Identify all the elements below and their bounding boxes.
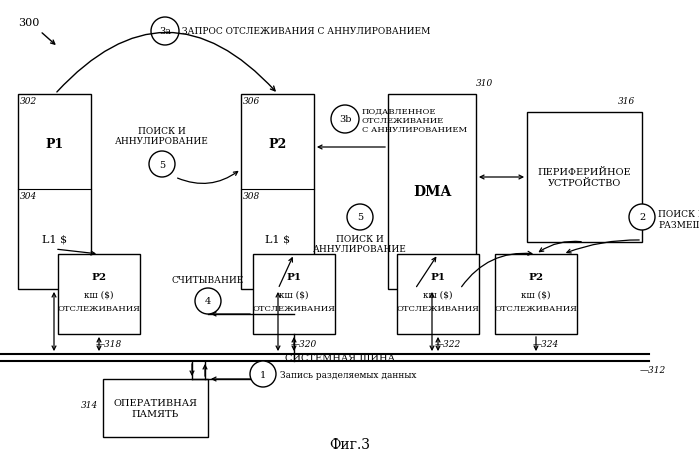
Text: 300: 300 bbox=[18, 18, 39, 28]
Text: 5: 5 bbox=[159, 160, 165, 169]
Circle shape bbox=[250, 361, 276, 387]
Text: 316: 316 bbox=[618, 97, 635, 106]
Bar bbox=[253, 255, 335, 334]
Text: ПОИСК И
АННУЛИРОВАНИЕ: ПОИСК И АННУЛИРОВАНИЕ bbox=[115, 126, 209, 146]
Bar bbox=[527, 113, 642, 243]
Bar bbox=[397, 255, 479, 334]
Text: 4: 4 bbox=[205, 297, 211, 306]
Text: 310: 310 bbox=[476, 79, 493, 88]
Text: —318: —318 bbox=[96, 339, 122, 348]
Text: кш ($): кш ($) bbox=[279, 290, 309, 299]
Text: P2: P2 bbox=[268, 138, 287, 151]
Text: 3a: 3a bbox=[159, 27, 171, 37]
Text: 304: 304 bbox=[20, 192, 37, 200]
Bar bbox=[495, 255, 577, 334]
Text: 1: 1 bbox=[260, 369, 266, 379]
Bar bbox=[388, 95, 476, 289]
Circle shape bbox=[149, 152, 175, 178]
Text: ОТСЛЕЖИВАНИЯ: ОТСЛЕЖИВАНИЯ bbox=[57, 304, 140, 313]
Circle shape bbox=[629, 205, 655, 231]
Text: 314: 314 bbox=[81, 400, 98, 409]
Text: —322: —322 bbox=[435, 339, 461, 348]
Bar bbox=[241, 95, 314, 289]
Circle shape bbox=[151, 18, 179, 46]
Text: ОТСЛЕЖИВАНИЯ: ОТСЛЕЖИВАНИЯ bbox=[495, 304, 577, 313]
Text: ПОДАВЛЕННОЕ
ОТСЛЕЖИВАНИЕ
С АННУЛИРОВАНИЕМ: ПОДАВЛЕННОЕ ОТСЛЕЖИВАНИЕ С АННУЛИРОВАНИЕ… bbox=[362, 108, 467, 134]
Text: DMA: DMA bbox=[413, 185, 451, 199]
Text: 5: 5 bbox=[357, 213, 363, 222]
Bar bbox=[103, 379, 208, 437]
Text: 302: 302 bbox=[20, 97, 37, 106]
Text: 308: 308 bbox=[243, 192, 260, 200]
Text: Фиг.3: Фиг.3 bbox=[329, 437, 370, 451]
Text: P1: P1 bbox=[431, 272, 445, 281]
Text: P2: P2 bbox=[528, 272, 544, 281]
Text: ОТСЛЕЖИВАНИЯ: ОТСЛЕЖИВАНИЯ bbox=[252, 304, 336, 313]
Text: ОТСЛЕЖИВАНИЯ: ОТСЛЕЖИВАНИЯ bbox=[396, 304, 480, 313]
Text: L1 $: L1 $ bbox=[42, 234, 67, 244]
Text: P2: P2 bbox=[92, 272, 106, 281]
Text: 306: 306 bbox=[243, 97, 260, 106]
Text: СИСТЕМНАЯ ШИНА: СИСТЕМНАЯ ШИНА bbox=[285, 353, 395, 362]
Circle shape bbox=[195, 288, 221, 314]
Text: СЧИТЫВАНИЕ: СЧИТЫВАНИЕ bbox=[172, 275, 244, 284]
Circle shape bbox=[347, 205, 373, 231]
Bar bbox=[18, 95, 91, 289]
Text: Запись разделяемых данных: Запись разделяемых данных bbox=[280, 369, 417, 379]
Text: ПЕРИФЕРИЙНОЕ
УСТРОЙСТВО: ПЕРИФЕРИЙНОЕ УСТРОЙСТВО bbox=[538, 168, 631, 188]
Text: ПОИСК И
АННУЛИРОВАНИЕ: ПОИСК И АННУЛИРОВАНИЕ bbox=[313, 234, 407, 254]
Text: P1: P1 bbox=[287, 272, 301, 281]
Text: 3b: 3b bbox=[339, 115, 352, 124]
Text: ПОИСК И
РАЗМЕЩЕНИЕ: ПОИСК И РАЗМЕЩЕНИЕ bbox=[658, 210, 699, 229]
Text: 2: 2 bbox=[639, 213, 645, 222]
Text: кш ($): кш ($) bbox=[424, 290, 453, 299]
Text: кш ($): кш ($) bbox=[521, 290, 551, 299]
Text: ОПЕРАТИВНАЯ
ПАМЯТЬ: ОПЕРАТИВНАЯ ПАМЯТЬ bbox=[113, 399, 198, 418]
Text: P1: P1 bbox=[45, 138, 64, 151]
Text: —320: —320 bbox=[291, 339, 317, 348]
Text: L1 $: L1 $ bbox=[265, 234, 290, 244]
Circle shape bbox=[331, 106, 359, 134]
Text: —312: —312 bbox=[640, 365, 666, 374]
Bar bbox=[58, 255, 140, 334]
Text: кш ($): кш ($) bbox=[85, 290, 114, 299]
Text: —324: —324 bbox=[533, 339, 559, 348]
Text: ЗАПРОС ОТСЛЕЖИВАНИЯ С АННУЛИРОВАНИЕМ: ЗАПРОС ОТСЛЕЖИВАНИЯ С АННУЛИРОВАНИЕМ bbox=[182, 27, 431, 37]
